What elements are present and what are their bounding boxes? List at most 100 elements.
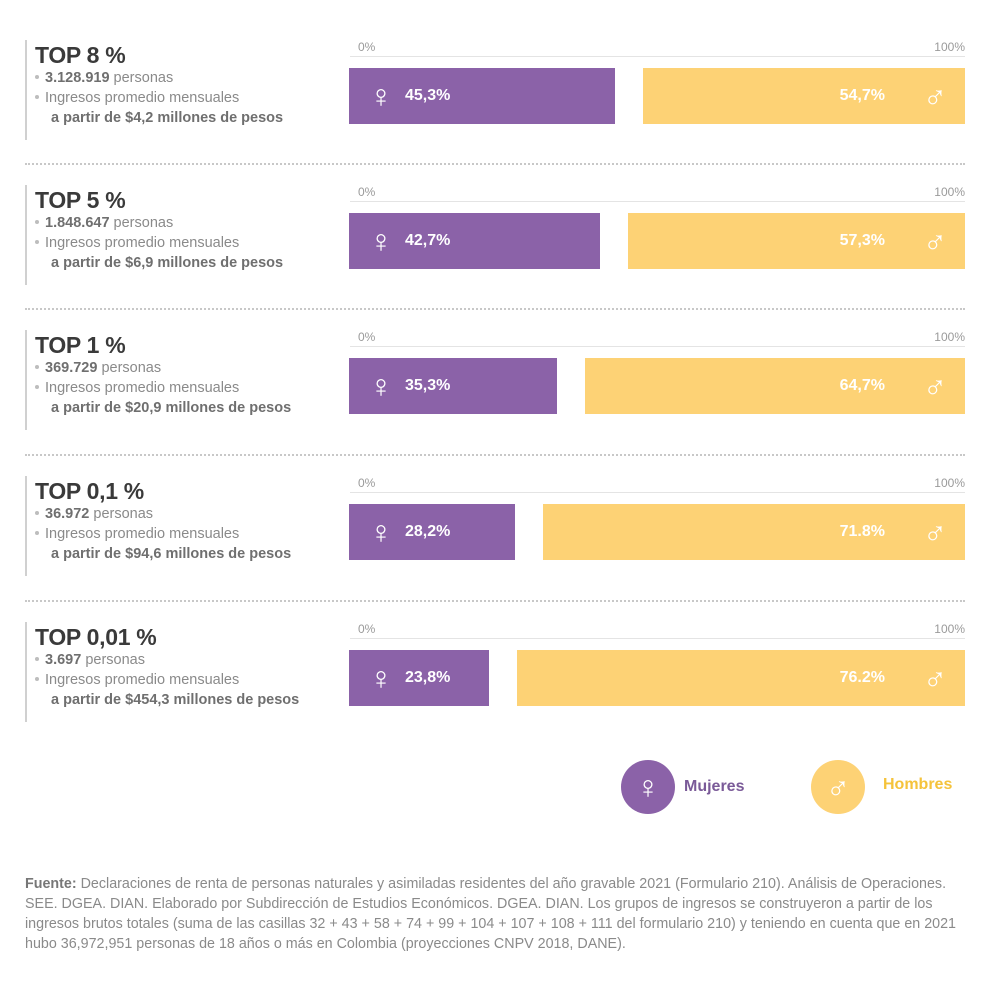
female-bar: ♀ 45,3% [349,68,615,124]
group-income-threshold: a partir de $6,9 millones de pesos [51,255,284,271]
male-symbol-icon: ♂ [923,223,947,259]
bullet-dot [35,74,39,79]
axis-tick-min: 0% [358,622,376,636]
source-label: Fuente: [25,876,77,892]
group-count-value: 369.729 [45,360,98,376]
income-label-text: Ingresos promedio mensuales [45,380,240,396]
group-income-label: Ingresos promedio mensuales [35,233,325,253]
group-title: TOP 1 % [35,332,126,358]
female-bar: ♀ 35,3% [349,358,557,414]
source-footnote: Fuente: Declaraciones de renta de person… [25,874,970,954]
income-label-text: Ingresos promedio mensuales [45,235,240,251]
male-symbol-icon: ♂ [811,760,865,814]
axis-tick-max: 100% [934,330,965,344]
group-income-label: Ingresos promedio mensuales [35,670,325,690]
axis-tick-min: 0% [358,330,376,344]
male-bar: 64,7% ♂ [585,358,965,414]
female-symbol-icon: ♀ [369,223,393,259]
group-axis: 0% 100% [350,476,965,493]
group-info: TOP 0,1 % 36.972 personas Ingresos promedi… [25,476,325,576]
group-count-suffix: personas [89,506,154,522]
female-symbol-icon: ♀ [369,660,393,696]
group-info: TOP 8 % 3.128.919 personas Ingresos promed… [25,40,325,140]
axis-baseline [350,638,965,639]
group-count: 3.128.919 personas [35,68,325,88]
male-symbol-icon: ♂ [923,660,947,696]
chart-group-row: TOP 5 % 1.848.647 personas Ingresos promed… [0,163,992,331]
group-divider [25,163,965,165]
group-count: 36.972 personas [35,504,325,524]
income-label-text: Ingresos promedio mensuales [45,526,240,542]
bullet-dot [35,239,39,244]
group-count-value: 36.972 [45,506,90,522]
male-symbol-icon: ♂ [923,514,947,550]
group-count: 3.697 personas [35,650,325,670]
female-bar: ♀ 28,2% [349,504,515,560]
income-label-text: Ingresos promedio mensuales [45,672,240,688]
group-axis: 0% 100% [350,622,965,639]
legend-label-female: Mujeres [684,778,745,795]
group-title: TOP 8 % [35,42,126,68]
group-title: TOP 0,01 % [35,624,157,650]
bullet-dot [35,676,39,681]
bullet-dot [35,510,39,515]
group-income-threshold: a partir de $20,9 millones de pesos [51,400,292,416]
female-value-label: 45,3% [405,87,451,104]
group-axis: 0% 100% [350,330,965,347]
female-value-label: 28,2% [405,523,451,540]
chart-group-row: TOP 1 % 369.729 personas Ingresos promedio… [0,308,992,476]
male-symbol-icon: ♂ [923,368,947,404]
bullet-dot [35,219,39,224]
group-info: TOP 0,01 % 3.697 personas Ingresos promedi… [25,622,325,722]
female-value-label: 42,7% [405,232,451,249]
male-value-label: 54,7% [839,87,885,104]
group-count-value: 1.848.647 [45,215,110,231]
bullet-dot [35,656,39,661]
female-symbol-icon: ♀ [369,78,393,114]
group-divider [25,600,965,602]
axis-tick-min: 0% [358,185,376,199]
group-info: TOP 5 % 1.848.647 personas Ingresos promed… [25,185,325,285]
group-count-suffix: personas [81,652,145,668]
male-value-label: 76.2% [839,669,885,686]
male-value-label: 64,7% [839,377,885,394]
group-income-threshold: a partir de $94,6 millones de pesos [51,546,292,562]
male-bar: 76.2% ♂ [517,650,965,706]
group-title: TOP 5 % [35,187,126,213]
male-bar: 57,3% ♂ [628,213,965,269]
bullet-dot [35,530,39,535]
axis-tick-max: 100% [934,185,965,199]
group-income-threshold: a partir de $454,3 millones de pesos [51,692,300,708]
female-bar: ♀ 23,8% [349,650,489,706]
group-count: 369.729 personas [35,358,325,378]
male-bar: 54,7% ♂ [643,68,965,124]
group-count-value: 3.697 [45,652,82,668]
group-count: 1.848.647 personas [35,213,325,233]
group-axis: 0% 100% [350,40,965,57]
female-symbol-icon: ♀ [621,760,675,814]
male-value-label: 71.8% [839,523,885,540]
group-count-suffix: personas [97,360,162,376]
group-axis: 0% 100% [350,185,965,202]
group-divider [25,308,965,310]
bullet-dot [35,94,39,99]
bullet-dot [35,384,39,389]
axis-tick-min: 0% [358,40,376,54]
chart-group-row: TOP 8 % 3.128.919 personas Ingresos promed… [0,40,992,186]
group-income-threshold: a partir de $4,2 millones de pesos [51,110,284,126]
female-bar: ♀ 42,7% [349,213,600,269]
axis-baseline [350,201,965,202]
legend-label-male: Hombres [883,776,953,793]
female-value-label: 23,8% [405,669,451,686]
income-label-text: Ingresos promedio mensuales [45,90,240,106]
group-income-label: Ingresos promedio mensuales [35,524,325,544]
female-value-label: 35,3% [405,377,451,394]
group-income-label: Ingresos promedio mensuales [35,88,325,108]
bullet-dot [35,364,39,369]
male-symbol-icon: ♂ [923,78,947,114]
group-info: TOP 1 % 369.729 personas Ingresos promedio… [25,330,325,430]
axis-tick-max: 100% [934,622,965,636]
chart-group-row: TOP 0,01 % 3.697 personas Ingresos promedi… [0,600,992,768]
axis-tick-max: 100% [934,476,965,490]
group-count-suffix: personas [109,215,174,231]
